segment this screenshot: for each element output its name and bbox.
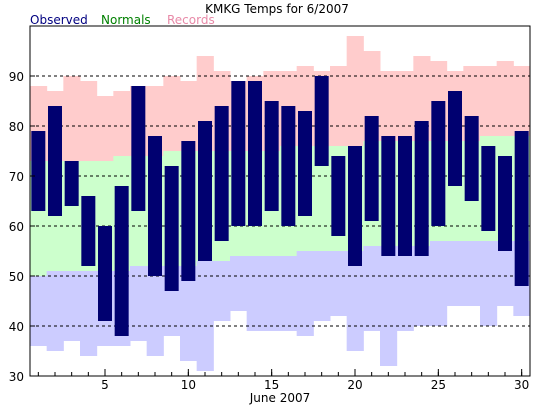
record-low-band: [396, 246, 414, 331]
record-low-band: [496, 241, 514, 306]
record-low-band: [246, 256, 264, 331]
observed-bar: [148, 136, 162, 276]
record-high-band: [380, 71, 398, 141]
observed-bar: [264, 101, 279, 211]
record-high-band: [96, 96, 114, 161]
y-tick-label: 60: [9, 220, 24, 234]
record-high-band: [80, 81, 98, 161]
record-low-band: [180, 266, 198, 361]
observed-bar: [414, 121, 429, 256]
legend-normals: Normals: [101, 13, 151, 27]
observed-bar: [31, 131, 46, 211]
record-low-band: [130, 266, 148, 341]
y-tick-label: 90: [9, 70, 24, 84]
record-low-band: [196, 261, 214, 371]
record-low-band: [146, 266, 164, 356]
observed-bar: [448, 91, 462, 186]
observed-bar: [364, 116, 379, 221]
record-low-band: [446, 241, 464, 306]
record-low-band: [313, 251, 331, 321]
x-tick-label: 10: [181, 378, 196, 392]
record-high-band: [396, 71, 414, 141]
record-high-band: [513, 66, 531, 136]
observed-bar: [181, 141, 196, 281]
record-high-band: [346, 36, 364, 146]
record-low-band: [330, 251, 348, 316]
record-low-band: [80, 271, 98, 356]
observed-bar: [498, 156, 512, 251]
observed-bar: [231, 81, 246, 226]
observed-bar: [431, 101, 446, 226]
y-tick-label: 30: [9, 370, 24, 384]
gridline-layer: [30, 75, 530, 327]
record-high-band: [496, 61, 514, 136]
normal-band: [313, 146, 331, 251]
observed-bar: [48, 106, 62, 216]
record-high-band: [63, 76, 81, 161]
record-high-band: [413, 56, 431, 141]
record-low-band: [380, 246, 398, 366]
record-low-band: [30, 276, 48, 346]
observed-bar: [331, 156, 346, 236]
legend-records: Records: [167, 13, 215, 27]
chart-title: KMKG Temps for 6/2007: [205, 2, 349, 16]
record-low-band: [296, 251, 314, 336]
observed-bar: [298, 111, 312, 216]
observed-bar: [248, 81, 262, 226]
y-tick-label: 50: [9, 270, 24, 284]
record-low-band: [430, 241, 448, 326]
legend-observed: Observed: [30, 13, 88, 27]
plot-frame: [29, 25, 531, 377]
x-tick-label: 5: [101, 378, 109, 392]
observed-bar: [348, 146, 362, 266]
observed-bar: [281, 106, 296, 226]
y-tick-label: 40: [9, 320, 24, 334]
record-high-band: [163, 76, 181, 151]
observed-bar: [131, 86, 146, 211]
observed-bar: [514, 131, 529, 286]
y-tick-label: 70: [9, 170, 24, 184]
observed-bar: [381, 136, 396, 256]
observed-bar: [64, 161, 79, 206]
record-low-band: [263, 256, 281, 331]
record-low-band: [463, 241, 481, 306]
record-low-band: [480, 241, 498, 326]
record-low-band: [363, 246, 381, 331]
x-tick-label: 20: [347, 378, 362, 392]
observed-bar: [81, 196, 96, 266]
record-low-band: [280, 256, 298, 331]
record-low-band: [413, 246, 431, 326]
record-low-band: [63, 271, 81, 341]
record-high-band: [113, 91, 131, 156]
tick-layer: 30 40 50 60 70 80 90 5 10 15 20 25 30: [9, 70, 530, 392]
observed-bar: [314, 76, 329, 166]
y-tick-label: 80: [9, 120, 24, 134]
record-high-band: [330, 66, 348, 146]
record-low-band: [230, 256, 248, 311]
record-high-band: [180, 81, 198, 151]
x-tick-label: 30: [514, 378, 529, 392]
observed-bar: [464, 116, 479, 201]
x-tick-label: 15: [264, 378, 279, 392]
record-low-band: [46, 271, 64, 351]
observed-bar: [98, 226, 112, 321]
x-axis-label: June 2007: [249, 391, 311, 405]
observed-bar: [481, 146, 496, 231]
observed-bar: [164, 166, 179, 291]
observed-bar: [398, 136, 412, 256]
record-low-band: [213, 261, 231, 321]
x-tick-label: 25: [431, 378, 446, 392]
observed-bar: [214, 106, 229, 241]
observed-bar: [114, 186, 129, 336]
observed-bar: [198, 121, 212, 261]
record-high-band: [480, 66, 498, 136]
observed-layer: [31, 76, 529, 336]
